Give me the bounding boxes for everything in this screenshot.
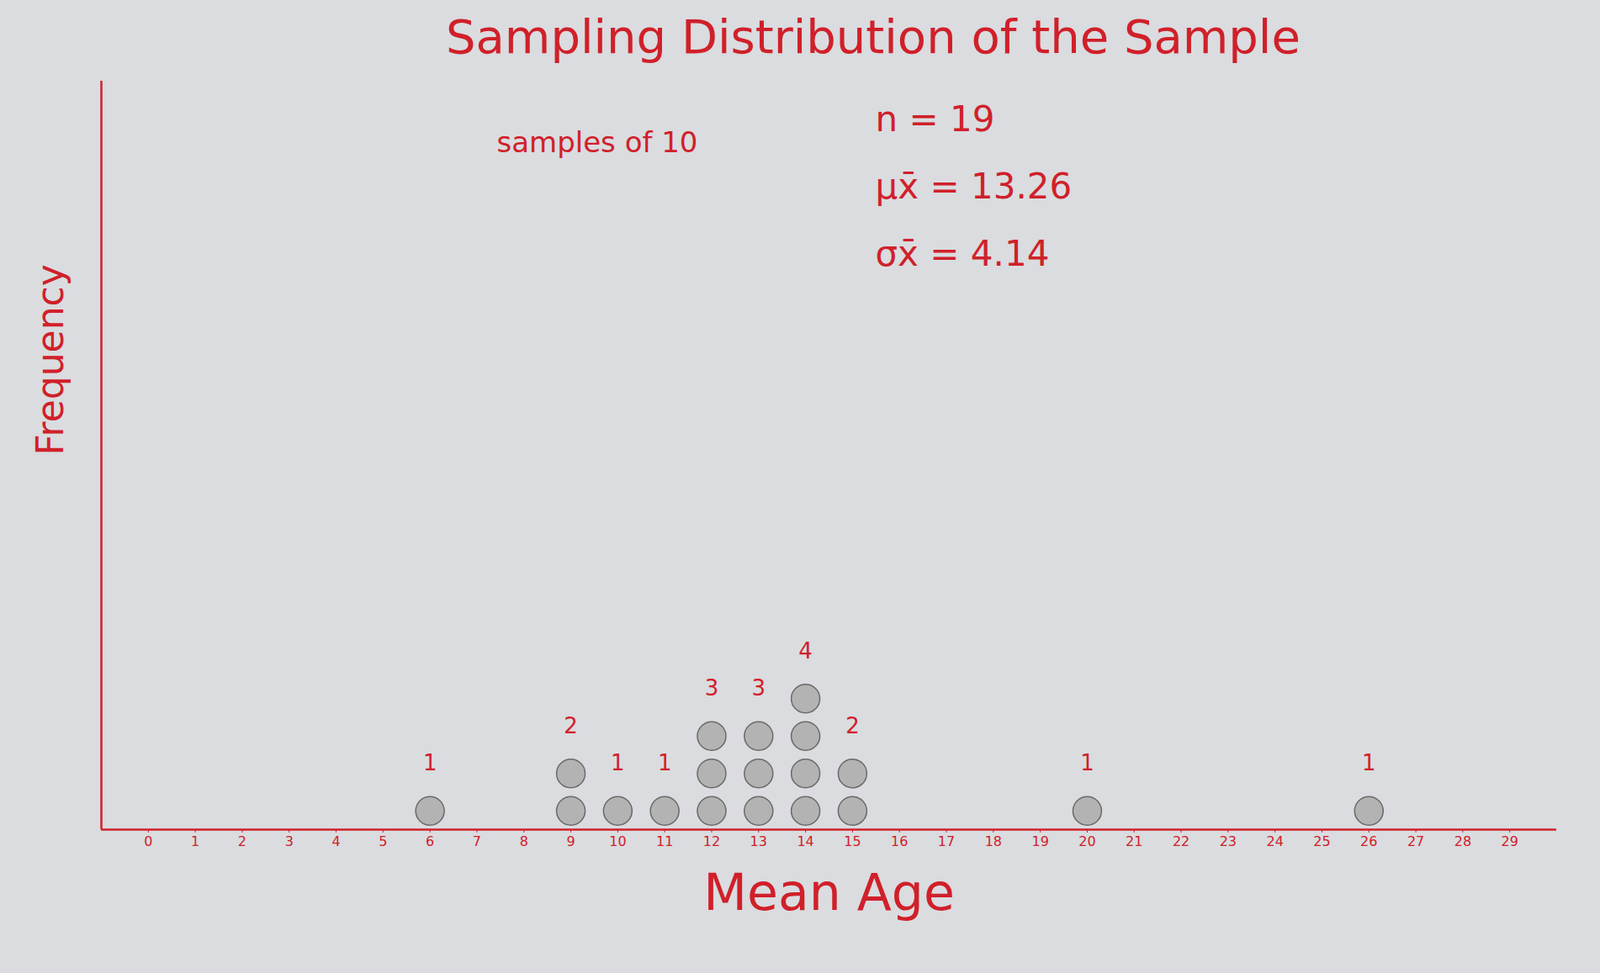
svg-text:n = 19: n = 19	[875, 98, 996, 140]
svg-text:21: 21	[1125, 833, 1143, 850]
svg-text:10: 10	[609, 833, 626, 850]
svg-text:23: 23	[1219, 833, 1237, 850]
svg-text:3: 3	[752, 675, 767, 701]
svg-text:0: 0	[143, 833, 153, 850]
svg-text:2: 2	[563, 713, 578, 739]
svg-text:1: 1	[190, 833, 200, 850]
svg-text:5: 5	[378, 833, 387, 850]
svg-text:15: 15	[843, 833, 861, 850]
svg-text:16: 16	[890, 833, 908, 850]
svg-text:12: 12	[703, 833, 721, 850]
svg-text:27: 27	[1407, 833, 1425, 850]
svg-text:11: 11	[656, 833, 673, 850]
svg-text:1: 1	[423, 750, 438, 776]
svg-text:1: 1	[657, 750, 673, 776]
svg-text:2: 2	[238, 833, 247, 850]
svg-text:28: 28	[1454, 833, 1472, 850]
svg-text:29: 29	[1501, 833, 1519, 850]
svg-text:26: 26	[1360, 833, 1378, 850]
svg-text:4: 4	[798, 638, 813, 664]
svg-text:Mean Age: Mean Age	[703, 863, 955, 922]
svg-text:Frequency: Frequency	[28, 264, 72, 456]
svg-text:24: 24	[1266, 833, 1283, 850]
svg-text:9: 9	[566, 833, 575, 850]
svg-text:1: 1	[1080, 750, 1095, 776]
svg-text:17: 17	[937, 833, 955, 850]
svg-text:6: 6	[425, 833, 435, 850]
svg-text:7: 7	[472, 833, 482, 850]
svg-text:σx̄ = 4.14: σx̄ = 4.14	[875, 233, 1050, 275]
svg-text:4: 4	[331, 833, 340, 850]
svg-text:1: 1	[1361, 750, 1377, 776]
svg-text:μx̄ = 13.26: μx̄ = 13.26	[875, 165, 1073, 207]
svg-text:3: 3	[704, 675, 720, 701]
svg-text:8: 8	[519, 833, 529, 850]
svg-text:2: 2	[845, 713, 860, 739]
svg-text:3: 3	[285, 833, 294, 850]
svg-text:samples of 10: samples of 10	[497, 125, 699, 159]
svg-text:14: 14	[796, 833, 814, 850]
html-text:Sampling Distribution of the S: Sampling Distribution of the Sample	[445, 9, 1301, 64]
svg-text:25: 25	[1313, 833, 1330, 850]
svg-text:22: 22	[1172, 833, 1190, 850]
svg-text:1: 1	[610, 750, 626, 776]
svg-text:18: 18	[985, 833, 1002, 850]
svg-text:13: 13	[750, 833, 768, 850]
svg-text:19: 19	[1031, 833, 1049, 850]
svg-text:20: 20	[1078, 833, 1096, 850]
